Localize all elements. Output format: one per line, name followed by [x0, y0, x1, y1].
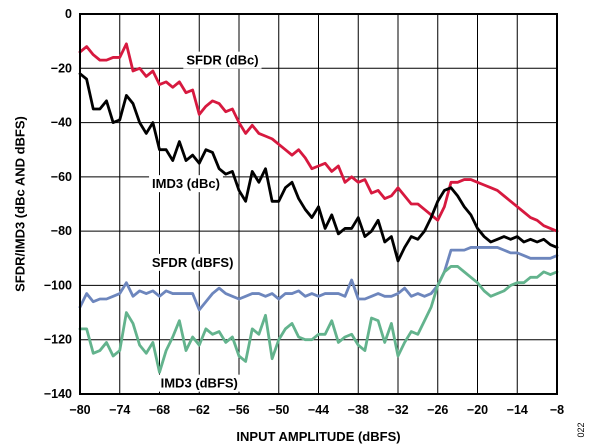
x-tick-label: −68 [149, 403, 170, 417]
y-tick-label: −40 [51, 116, 72, 130]
y-tick-label: −80 [51, 224, 72, 238]
series-annotation-text: IMD3 (dBc) [152, 176, 220, 191]
y-tick-label: −60 [51, 170, 72, 184]
annotation-background [148, 253, 237, 271]
y-tick-labels: 0 −20 −40 −60 −80 −100 −120 −140 [44, 7, 72, 401]
x-tick-label: −26 [427, 403, 448, 417]
series-line-2 [78, 72, 559, 263]
annotation-background [149, 175, 223, 193]
x-tick-label: −50 [268, 403, 289, 417]
y-tick-label: 0 [65, 7, 72, 21]
series-lines [78, 42, 559, 374]
series-annotation: SFDR (dBc) [183, 51, 262, 69]
annotation-background [157, 374, 241, 392]
series-annotation-text: SFDR (dBc) [186, 53, 258, 68]
x-tick-label: −32 [387, 403, 408, 417]
y-tick-label: −140 [44, 387, 72, 401]
x-tick-label: −74 [109, 403, 130, 417]
x-tick-label: −44 [308, 403, 329, 417]
x-tick-label: −62 [189, 403, 210, 417]
figure-id: 022 [576, 422, 586, 437]
x-tick-labels: −80 −74 −68 −62 −56 −50 −44 −38 −32 −26 −20 −14 −8 [69, 403, 564, 417]
x-tick-label: −38 [348, 403, 369, 417]
y-tick-label: −20 [51, 61, 72, 75]
plot-frame [79, 13, 558, 395]
y-tick-label: −120 [44, 333, 72, 347]
series-line-4 [78, 265, 559, 374]
series-annotation-text: SFDR (dBFS) [152, 255, 234, 270]
y-axis-title: SFDR/IMD3 (dBc AND dBFS) [13, 116, 28, 292]
x-tick-label: −8 [550, 403, 564, 417]
series-annotation: IMD3 (dBc) [149, 175, 223, 193]
y-tick-label: −100 [44, 278, 72, 292]
series-annotations: SFDR (dBc) IMD3 (dBc) SFDR (dBFS) IMD3 (dBF… [148, 51, 262, 392]
x-tick-label: −20 [467, 403, 488, 417]
series-annotation: SFDR (dBFS) [148, 253, 237, 271]
series-line-1 [78, 42, 559, 233]
x-tick-label: −14 [507, 403, 528, 417]
annotation-background [183, 51, 262, 69]
series-line-3 [78, 246, 559, 312]
x-axis-title: INPUT AMPLITUDE (dBFS) [236, 429, 400, 444]
x-tick-label: −80 [69, 403, 90, 417]
series-annotation-text: IMD3 (dBFS) [161, 376, 238, 391]
x-tick-label: −56 [228, 403, 249, 417]
series-annotation: IMD3 (dBFS) [157, 374, 241, 392]
